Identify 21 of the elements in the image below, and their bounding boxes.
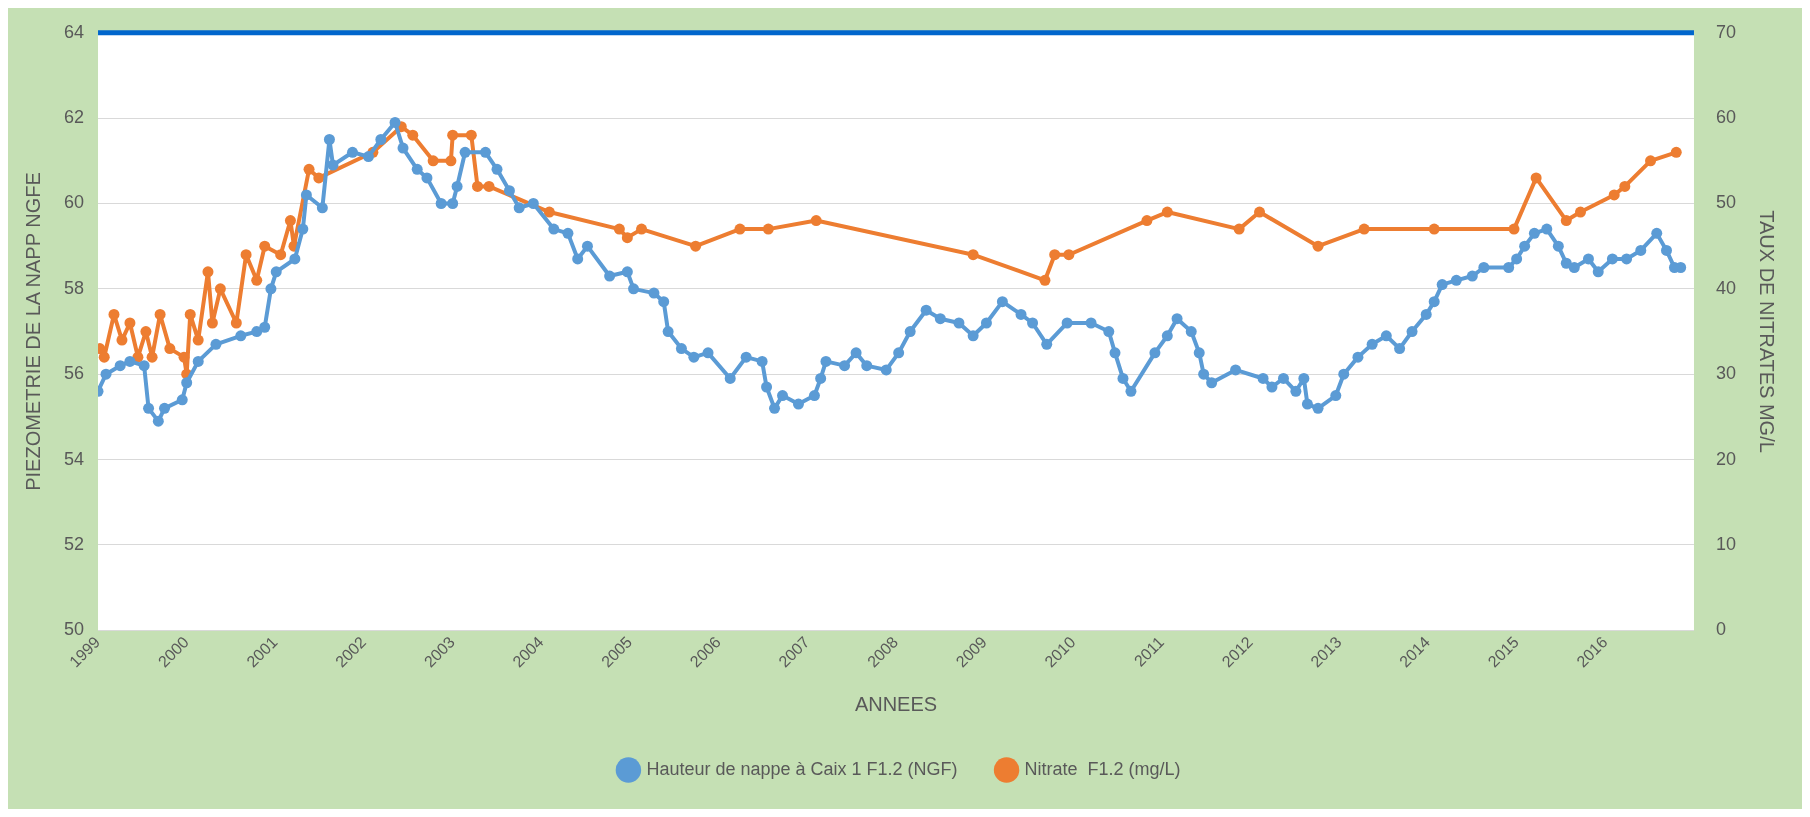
y2-tick-label: 20	[1715, 448, 1737, 469]
x-axis-title: ANNEES	[854, 692, 938, 715]
y2-tick-label: 50	[1715, 192, 1737, 213]
y2-tick-label: 10	[1715, 533, 1737, 554]
y2-tick-label: 60	[1715, 107, 1737, 128]
legend-label: Hauteur de nappe à Caix 1 F1.2 (NGF)	[646, 758, 958, 779]
legend-label: Nitrate F1.2 (mg/L)	[1024, 758, 1181, 779]
y-tick-label: 58	[63, 277, 85, 298]
y2-tick-label: 0	[1715, 619, 1726, 640]
y2-tick-label: 40	[1715, 277, 1737, 298]
y2-tick-label: 70	[1715, 21, 1737, 42]
y-tick-label: 60	[63, 192, 85, 213]
y-tick-label: 56	[63, 363, 85, 384]
y-tick-label: 54	[63, 448, 85, 469]
y-tick-label: 62	[63, 107, 85, 128]
y-tick-label: 52	[63, 533, 85, 554]
y-axis-title: PIEZOMETRIE DE LA NAPP NGFE	[21, 172, 44, 491]
y2-tick-label: 30	[1715, 363, 1737, 384]
y2-axis-title: TAUX DE NITRATES MG/L	[1756, 210, 1779, 453]
y-tick-label: 50	[63, 619, 85, 640]
y-tick-label: 64	[63, 21, 85, 42]
